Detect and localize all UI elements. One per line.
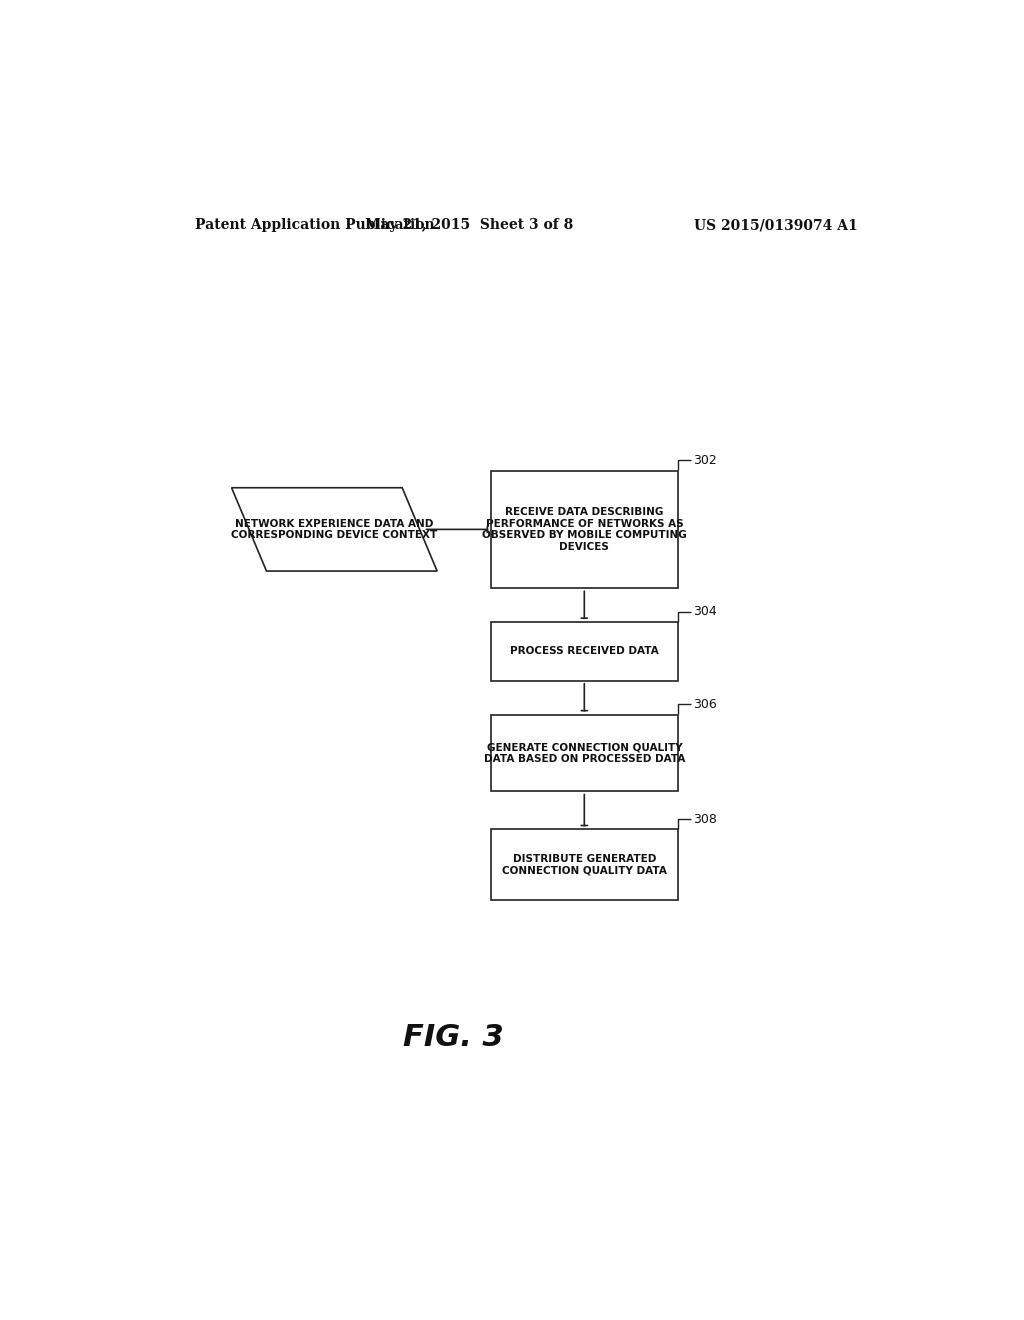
Polygon shape — [231, 487, 437, 572]
Text: 304: 304 — [693, 605, 717, 618]
Text: May 21, 2015  Sheet 3 of 8: May 21, 2015 Sheet 3 of 8 — [366, 219, 573, 232]
FancyBboxPatch shape — [492, 829, 678, 900]
Text: 308: 308 — [693, 813, 717, 825]
Text: Patent Application Publication: Patent Application Publication — [196, 219, 435, 232]
Text: US 2015/0139074 A1: US 2015/0139074 A1 — [694, 219, 858, 232]
Text: NETWORK EXPERIENCE DATA AND
CORRESPONDING DEVICE CONTEXT: NETWORK EXPERIENCE DATA AND CORRESPONDIN… — [231, 519, 437, 540]
FancyBboxPatch shape — [492, 715, 678, 791]
FancyBboxPatch shape — [492, 471, 678, 587]
Text: 302: 302 — [693, 454, 717, 467]
FancyBboxPatch shape — [492, 622, 678, 681]
Text: RECEIVE DATA DESCRIBING
PERFORMANCE OF NETWORKS AS
OBSERVED BY MOBILE COMPUTING
: RECEIVE DATA DESCRIBING PERFORMANCE OF N… — [482, 507, 687, 552]
Text: DISTRIBUTE GENERATED
CONNECTION QUALITY DATA: DISTRIBUTE GENERATED CONNECTION QUALITY … — [502, 854, 667, 875]
Text: GENERATE CONNECTION QUALITY
DATA BASED ON PROCESSED DATA: GENERATE CONNECTION QUALITY DATA BASED O… — [483, 742, 685, 764]
Text: PROCESS RECEIVED DATA: PROCESS RECEIVED DATA — [510, 647, 658, 656]
Text: FIG. 3: FIG. 3 — [403, 1023, 504, 1052]
Text: 306: 306 — [693, 698, 717, 710]
